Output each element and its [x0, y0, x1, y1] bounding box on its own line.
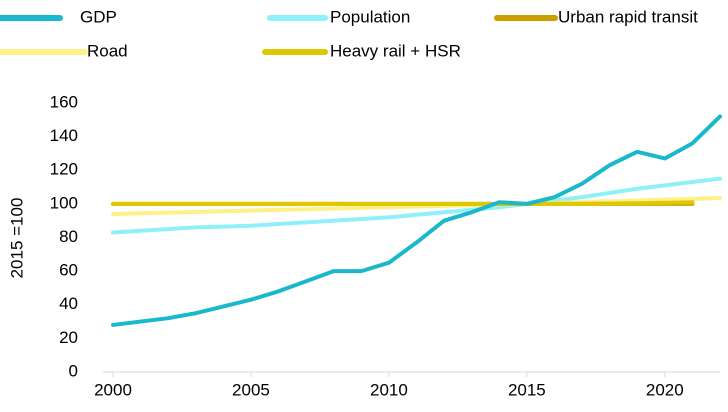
legend-label: Population — [330, 7, 410, 26]
x-tick-label: 2000 — [94, 380, 132, 399]
y-axis-label: 2015 =100 — [7, 198, 26, 279]
y-tick-label: 160 — [50, 92, 78, 111]
x-tick-label: 2020 — [646, 380, 684, 399]
x-tick-label: 2010 — [370, 380, 408, 399]
x-tick-label: 2005 — [232, 380, 270, 399]
series-line — [111, 195, 722, 216]
legend-label: GDP — [80, 7, 117, 26]
y-tick-label: 40 — [59, 294, 78, 313]
legend-label: Urban rapid transit — [558, 7, 698, 26]
series-line — [111, 114, 722, 327]
legend-label: Heavy rail + HSR — [330, 41, 461, 60]
y-tick-label: 20 — [59, 328, 78, 347]
y-tick-label: 80 — [59, 227, 78, 246]
series-line — [111, 176, 722, 235]
legend-label: Road — [87, 41, 128, 60]
y-tick-label: 120 — [50, 160, 78, 179]
series-line — [111, 200, 695, 206]
y-tick-label: 140 — [50, 126, 78, 145]
y-tick-label: 100 — [50, 193, 78, 212]
y-tick-label: 60 — [59, 261, 78, 280]
y-tick-label: 0 — [69, 361, 78, 380]
x-tick-label: 2015 — [508, 380, 546, 399]
